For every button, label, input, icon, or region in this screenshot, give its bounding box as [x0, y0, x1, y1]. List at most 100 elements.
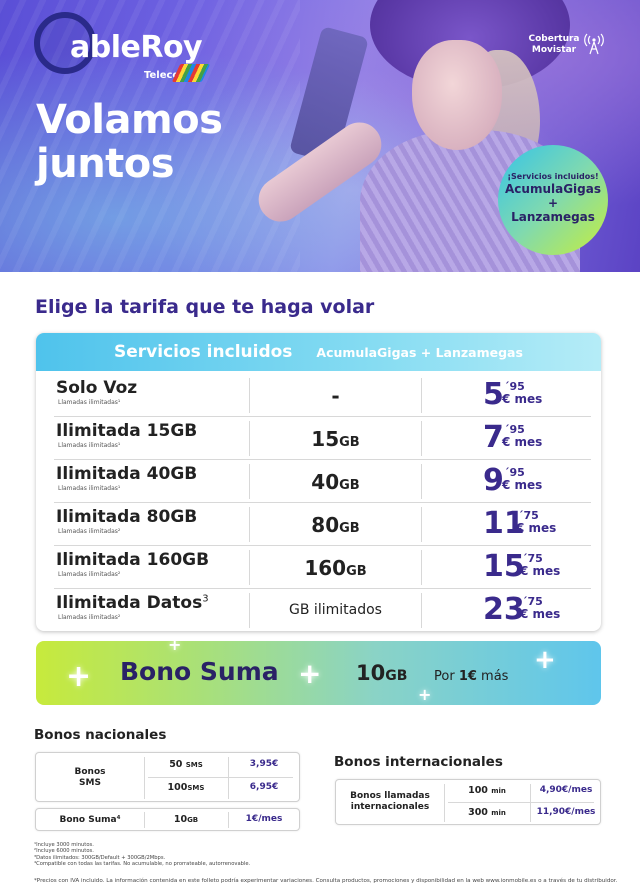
bono-suma-box: Bono Suma⁴ 10GB 1€/mes: [35, 808, 300, 831]
hero-title-line1: Volamos: [36, 97, 223, 143]
sms-qty: 50 SMS: [169, 759, 203, 770]
plan-data: GB ilimitados: [289, 602, 382, 618]
plan-note: Llamadas ilimitadas²: [58, 571, 121, 578]
bonos-internacionales-label: Bonos llamadas internacionales: [350, 791, 430, 812]
plan-price: 9 ´95 € mes: [436, 462, 576, 502]
logo-subtext: Telecom: [144, 70, 190, 81]
bono-suma-banner[interactable]: + + + + + Bono Suma 10GB Por 1€ más: [36, 635, 601, 705]
tariff-row[interactable]: Ilimitada Datos3 Llamadas ilimitadas² GB…: [36, 589, 601, 631]
bono-suma-label: Bono Suma⁴: [59, 815, 121, 825]
price-decimal: ´95: [504, 466, 525, 479]
price-period: € mes: [502, 478, 543, 492]
badge-line4: Lanzamegas: [511, 210, 595, 224]
cobertura-label: Cobertura Movistar: [522, 34, 586, 56]
plan-name: Ilimitada 40GB: [56, 464, 198, 484]
footnote: ²Incluye 6000 minutos.: [34, 848, 94, 855]
sms-qty: 100SMS: [167, 782, 205, 793]
brand-logo[interactable]: ableRoy Telecom: [34, 12, 211, 92]
price-decimal: ´95: [504, 423, 525, 436]
plan-note: Llamadas ilimitadas²: [58, 528, 121, 535]
tariff-row[interactable]: Ilimitada 40GB Llamadas ilimitadas¹ 40GB…: [36, 460, 601, 503]
plan-name: Ilimitada Datos3: [56, 593, 209, 613]
price-integer: 11: [483, 506, 525, 541]
plan-data: -: [331, 384, 340, 408]
plan-price: 7 ´95 € mes: [436, 419, 576, 459]
price-integer: 5: [483, 377, 504, 412]
bonos-sms-box: Bonos SMS 50 SMS 3,95€ 100SMS 6,95€: [35, 752, 300, 802]
footnotes: ¹Incluye 3000 minutos. ²Incluye 6000 min…: [34, 842, 250, 868]
section-title: Elige la tarifa que te haga volar: [35, 296, 375, 318]
antenna-icon: [584, 33, 604, 55]
price-period: € mes: [502, 392, 543, 406]
price-decimal: ´75: [522, 595, 543, 608]
bonos-internacionales-title: Bonos internacionales: [334, 754, 503, 770]
plan-name: Ilimitada 15GB: [56, 421, 198, 441]
sms-price: 6,95€: [249, 782, 279, 792]
services-badge: ¡Servicios incluidos! AcumulaGigas + Lan…: [498, 145, 608, 255]
plan-price: 11 ´75 € mes: [436, 505, 576, 545]
hero-banner: ableRoy Telecom Volamos juntos Cobertura…: [0, 0, 640, 272]
price-integer: 23: [483, 592, 525, 627]
bono-suma-data: 10GB: [356, 661, 408, 685]
bono-suma-title: Bono Suma: [120, 657, 279, 686]
table-header: Servicios incluidos AcumulaGigas + Lanza…: [36, 333, 601, 371]
plus-icon: +: [534, 645, 556, 675]
tariff-table: Servicios incluidos AcumulaGigas + Lanza…: [36, 333, 601, 631]
price-integer: 9: [483, 463, 504, 498]
hero-title: Volamos juntos: [36, 98, 276, 186]
bonos-sms-label: Bonos SMS: [74, 767, 106, 788]
price-decimal: ´75: [522, 552, 543, 565]
bonos-nacionales-title: Bonos nacionales: [34, 727, 167, 743]
price-decimal: ´95: [504, 380, 525, 393]
legal-footer: *Precios con IVA incluido. La informació…: [34, 878, 618, 884]
price-period: € mes: [520, 564, 561, 578]
bono-suma-qty: 10GB: [173, 814, 199, 825]
cobertura-line2: Movistar: [531, 45, 577, 55]
bono-suma-price: 1€/mes: [245, 814, 283, 824]
price-decimal: ´75: [518, 509, 539, 522]
plan-name: Ilimitada 160GB: [56, 550, 210, 570]
plan-data: 80GB: [311, 513, 360, 537]
logo-ring-icon: [34, 12, 96, 74]
plan-name: Solo Voz: [56, 378, 138, 398]
tariff-row[interactable]: Ilimitada 80GB Llamadas ilimitadas² 80GB…: [36, 503, 601, 546]
price-integer: 15: [483, 549, 525, 584]
intl-price: 11,90€/mes: [536, 807, 596, 817]
footnote: ³Datos ilimitados: 300GB/Default + 300GB…: [34, 854, 166, 861]
intl-price: 4,90€/mes: [539, 785, 593, 795]
tariff-row[interactable]: Ilimitada 160GB Llamadas ilimitadas² 160…: [36, 546, 601, 589]
badge-line3: +: [547, 196, 559, 210]
price-period: € mes: [516, 521, 557, 535]
tariff-row[interactable]: Solo Voz Llamadas ilimitadas¹ - 5 ´95 € …: [36, 374, 601, 417]
plus-icon: +: [418, 685, 432, 704]
footnote: ¹Incluye 3000 minutos.: [34, 842, 94, 848]
sms-price: 3,95€: [249, 759, 279, 769]
plan-note: Llamadas ilimitadas¹: [58, 442, 121, 449]
plan-note: Llamadas ilimitadas¹: [58, 399, 121, 406]
intl-qty: 300 min: [468, 807, 506, 818]
plan-price: 5 ´95 € mes: [436, 376, 576, 416]
plan-note: Llamadas ilimitadas¹: [58, 485, 121, 492]
price-period: € mes: [502, 435, 543, 449]
bonos-internacionales-box: Bonos llamadas internacionales 100 min 4…: [335, 779, 601, 825]
footnote: ⁴Compatible con todas las tarifas. No ac…: [34, 861, 251, 868]
plan-price: 15 ´75 € mes: [436, 548, 576, 588]
table-header-sub: AcumulaGigas + Lanzamegas: [316, 344, 523, 360]
bono-suma-price: Por 1€ más: [434, 669, 509, 684]
intl-qty: 100 min: [468, 785, 506, 796]
plus-icon: +: [168, 635, 182, 654]
plan-data: 15GB: [311, 427, 360, 451]
price-period: € mes: [520, 607, 561, 621]
cobertura-line1: Cobertura: [528, 34, 580, 44]
badge-line1: ¡Servicios incluidos!: [507, 172, 599, 181]
badge-line2: AcumulaGigas: [505, 182, 601, 196]
plus-icon: +: [298, 657, 322, 690]
hero-title-line2: juntos: [36, 141, 175, 187]
plan-price: 23 ´75 € mes: [436, 591, 576, 631]
plan-name: Ilimitada 80GB: [56, 507, 198, 527]
logo-text: ableRoy: [70, 30, 203, 65]
plus-icon: +: [66, 659, 92, 694]
tariff-row[interactable]: Ilimitada 15GB Llamadas ilimitadas¹ 15GB…: [36, 417, 601, 460]
table-header-main: Servicios incluidos: [114, 342, 293, 362]
plan-note: Llamadas ilimitadas²: [58, 614, 121, 621]
